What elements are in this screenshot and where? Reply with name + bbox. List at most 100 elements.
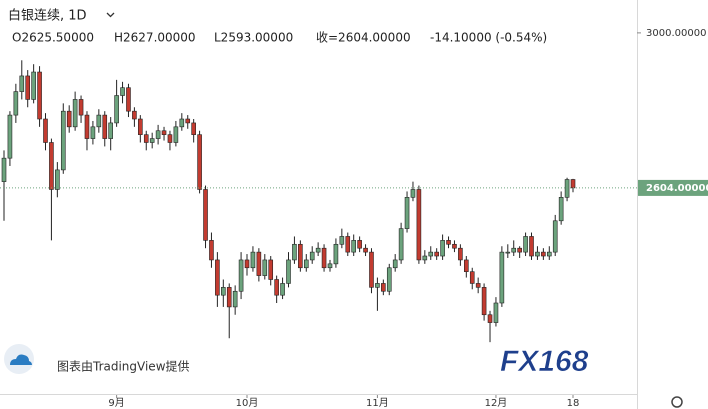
candle-body — [327, 263, 333, 269]
candle-body — [126, 87, 131, 112]
y-tick-label: 3000.00000 — [646, 28, 706, 39]
candle-body — [60, 110, 66, 171]
candle-body — [469, 271, 475, 284]
candle-body — [333, 243, 339, 265]
candle-body — [232, 290, 238, 308]
candle-body — [523, 236, 528, 253]
candle-body — [84, 114, 90, 139]
candle-body — [209, 240, 214, 261]
ohlc-value: 收=2604.00000 — [316, 31, 411, 45]
candle-body — [132, 110, 137, 120]
candle-body — [351, 240, 356, 253]
candle-body — [303, 259, 309, 269]
candle-body — [13, 91, 19, 116]
candle-body — [535, 251, 540, 257]
candle-body — [309, 251, 315, 261]
x-tick-label: 12月 — [485, 397, 508, 409]
x-tick-label: 10月 — [236, 397, 259, 409]
candle-body — [404, 197, 410, 229]
x-tick-label: 9月 — [108, 397, 124, 409]
candle-body — [185, 118, 191, 124]
candle-body — [422, 255, 428, 261]
candle-body — [487, 314, 493, 323]
candle-body — [90, 126, 96, 139]
x-tick-label: 18 — [567, 398, 580, 409]
ohlc-legend: O2625.50000 H2627.00000 L2593.00000 收=2604.… — [12, 31, 547, 45]
candle-body — [298, 243, 303, 269]
candle-body — [552, 220, 558, 253]
candle-body — [221, 287, 226, 296]
candle-body — [55, 169, 60, 190]
candle-body — [440, 240, 445, 257]
tradingview-badge[interactable]: 图表由TradingView提供 — [4, 344, 190, 374]
candle-body — [244, 259, 250, 269]
candle-body — [493, 302, 499, 323]
candle-body — [262, 259, 268, 276]
candle-body — [72, 99, 78, 128]
candle-body — [558, 197, 564, 222]
candle-body — [416, 189, 422, 261]
last-price-box — [638, 179, 708, 196]
gear-icon — [671, 396, 683, 408]
candle-body — [149, 138, 155, 143]
ohlc-value: O2625.50000 — [12, 31, 94, 45]
candle-body — [138, 118, 143, 135]
candle-body — [345, 236, 351, 253]
candle-body — [410, 189, 416, 198]
chart-title[interactable]: 白银连续, 1D — [8, 8, 87, 24]
candle-body — [155, 130, 161, 139]
candle-body — [37, 71, 42, 120]
candle-body — [49, 142, 54, 190]
candle-body — [386, 267, 392, 292]
candle-body — [517, 247, 522, 253]
candle-body — [511, 247, 517, 253]
candle-body — [274, 279, 279, 296]
candle-body — [250, 251, 256, 269]
cloud-icon — [10, 354, 32, 365]
candle-body — [280, 283, 285, 296]
candle-body — [25, 75, 31, 100]
candle-body — [268, 259, 274, 280]
candle-body — [541, 251, 546, 257]
candle-body — [114, 95, 119, 124]
candle-body — [161, 130, 167, 135]
candle-body — [226, 287, 232, 308]
candle-body — [143, 134, 149, 143]
candle-body — [19, 75, 25, 92]
candle-body — [31, 71, 36, 100]
candle-body — [398, 228, 404, 261]
ohlc-value: H2627.00000 — [114, 31, 196, 45]
candle-body — [179, 118, 185, 128]
candle-body — [458, 247, 463, 261]
candle-body — [292, 243, 297, 261]
candle-body — [375, 283, 380, 288]
candles — [1, 60, 576, 343]
candle-body — [529, 236, 534, 257]
candle-body — [256, 251, 262, 276]
candle-body — [120, 87, 125, 96]
ohlc-value: -14.10000 (-0.54%) — [430, 31, 547, 45]
candle-body — [173, 126, 179, 143]
candle-body — [215, 259, 220, 296]
settings-gear[interactable] — [671, 396, 683, 408]
candle-body — [286, 259, 291, 284]
candle-body — [96, 114, 102, 128]
candle-body — [546, 251, 552, 257]
candle-body — [505, 251, 511, 254]
x-tick-label: 11月 — [366, 397, 389, 409]
candle-body — [499, 251, 505, 304]
candle-body — [203, 189, 208, 241]
last-price-label: 2604.00000 — [646, 183, 708, 194]
candle-body — [108, 122, 113, 139]
candle-body — [481, 287, 487, 316]
candle-body — [43, 118, 48, 143]
interval-chevron[interactable] — [106, 12, 115, 18]
candle-body — [392, 259, 398, 269]
candle-body — [315, 247, 321, 253]
candle-body — [7, 114, 13, 159]
candle-body — [434, 251, 439, 257]
candle-body — [369, 251, 374, 288]
candle-body — [321, 247, 327, 269]
